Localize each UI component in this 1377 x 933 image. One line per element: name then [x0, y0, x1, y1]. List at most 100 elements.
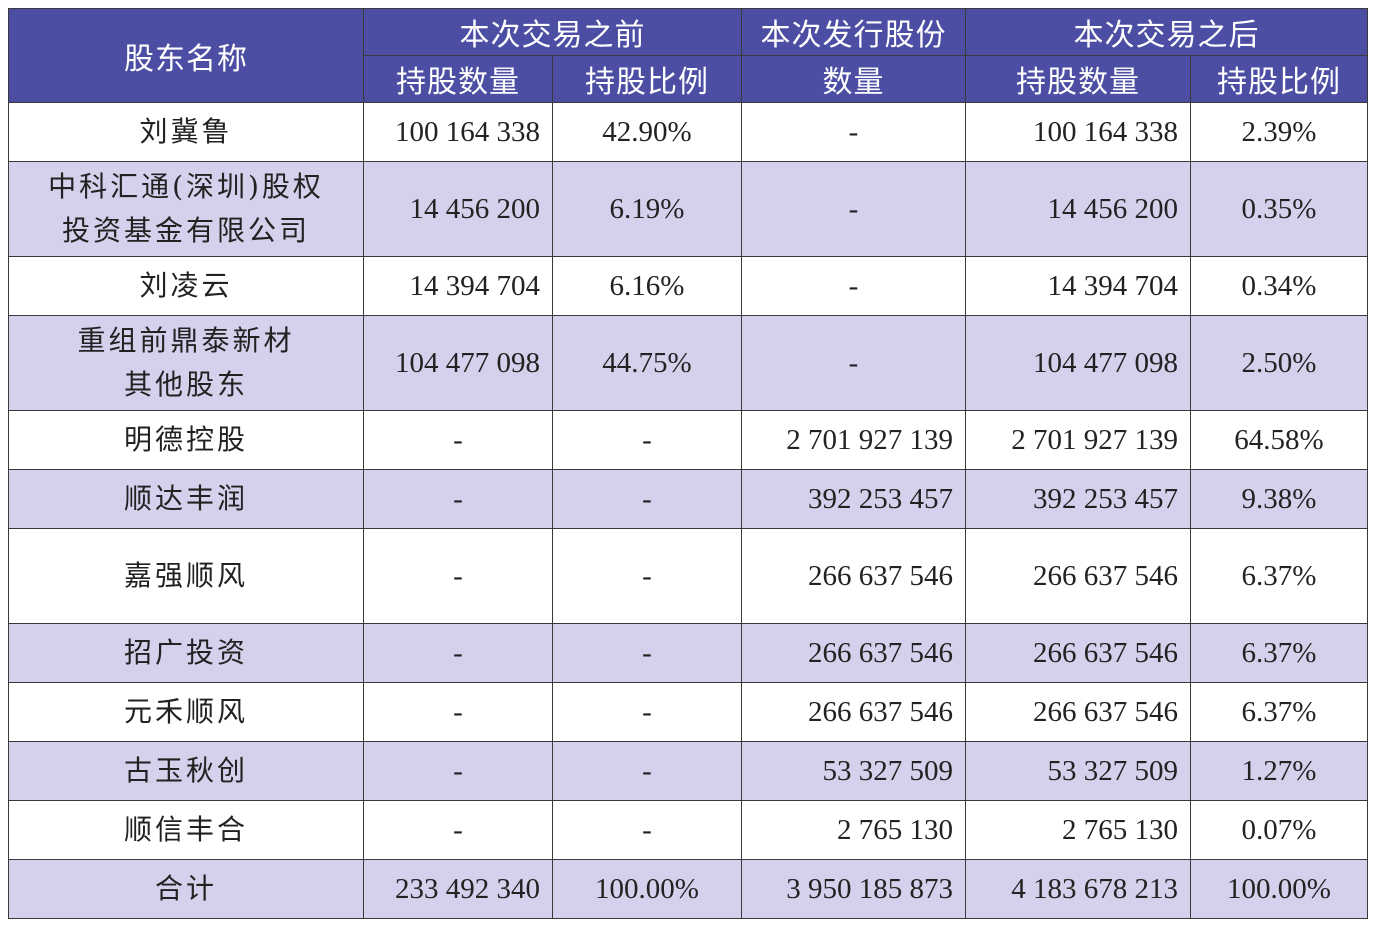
before-qty-cell: 14 394 704 — [363, 256, 553, 316]
shareholder-name-cell: 顺达丰润 — [8, 469, 364, 529]
before-qty-total-cell: 233 492 340 — [363, 859, 553, 919]
after-ratio-cell: 2.39% — [1190, 102, 1368, 162]
table-row: 招广投资 - - 266 637 546 266 637 546 6.37% — [8, 623, 1368, 683]
before-qty-cell: - — [363, 623, 553, 683]
shareholder-name: 明德控股 — [123, 423, 248, 456]
shareholder-name: 顺信丰合 — [123, 813, 248, 846]
issue-qty-cell: 266 637 546 — [741, 623, 966, 683]
issue-qty-total-cell: 3 950 185 873 — [741, 859, 966, 919]
header-before-holding-ratio: 持股比例 — [552, 55, 742, 103]
before-ratio-cell: - — [552, 410, 742, 470]
issue-qty-cell: 266 637 546 — [741, 528, 966, 624]
after-ratio-cell: 0.07% — [1190, 800, 1368, 860]
header-shareholder-name: 股东名称 — [8, 8, 364, 103]
after-qty-cell: 104 477 098 — [965, 315, 1191, 411]
before-ratio-cell: - — [552, 623, 742, 683]
issue-qty-cell: 2 701 927 139 — [741, 410, 966, 470]
after-qty-cell: 100 164 338 — [965, 102, 1191, 162]
after-ratio-cell: 9.38% — [1190, 469, 1368, 529]
shareholder-name-cell: 嘉强顺风 — [8, 528, 364, 624]
after-ratio-total-cell: 100.00% — [1190, 859, 1368, 919]
before-ratio-cell: 6.19% — [552, 161, 742, 257]
before-ratio-cell: - — [552, 682, 742, 742]
table-row: 元禾顺风 - - 266 637 546 266 637 546 6.37% — [8, 682, 1368, 742]
table-body: 刘冀鲁 100 164 338 42.90% - 100 164 338 2.3… — [8, 102, 1368, 919]
issue-qty-cell: - — [741, 102, 966, 162]
table-row: 中科汇通(深圳)股权 投资基金有限公司 14 456 200 6.19% - 1… — [8, 161, 1368, 257]
after-ratio-cell: 64.58% — [1190, 410, 1368, 470]
before-qty-cell: - — [363, 682, 553, 742]
issue-qty-cell: - — [741, 256, 966, 316]
before-qty-cell: 104 477 098 — [363, 315, 553, 411]
issue-qty-cell: - — [741, 315, 966, 411]
before-ratio-cell: - — [552, 741, 742, 801]
table-row: 重组前鼎泰新材 其他股东 104 477 098 44.75% - 104 47… — [8, 315, 1368, 411]
shareholder-name-cell: 元禾顺风 — [8, 682, 364, 742]
before-ratio-cell: - — [552, 528, 742, 624]
shareholder-name-cell: 古玉秋创 — [8, 741, 364, 801]
after-qty-cell: 392 253 457 — [965, 469, 1191, 529]
shareholding-table: 股东名称 本次交易之前 本次发行股份 本次交易之后 持股数量 持股比例 数量 持… — [8, 8, 1368, 919]
shareholder-name: 嘉强顺风 — [123, 559, 248, 592]
before-qty-cell: - — [363, 410, 553, 470]
table-row: 古玉秋创 - - 53 327 509 53 327 509 1.27% — [8, 741, 1368, 801]
total-label-cell: 合计 — [8, 859, 364, 919]
shareholder-name-cell: 刘凌云 — [8, 256, 364, 316]
table-header: 股东名称 本次交易之前 本次发行股份 本次交易之后 持股数量 持股比例 数量 持… — [8, 8, 1368, 103]
before-qty-cell: 14 456 200 — [363, 161, 553, 257]
header-after-holding-ratio: 持股比例 — [1190, 55, 1368, 103]
header-before-transaction: 本次交易之前 — [363, 8, 742, 56]
before-ratio-total-cell: 100.00% — [552, 859, 742, 919]
after-ratio-cell: 6.37% — [1190, 528, 1368, 624]
before-qty-cell: - — [363, 800, 553, 860]
before-ratio-cell: 44.75% — [552, 315, 742, 411]
shareholder-name: 刘冀鲁 — [139, 115, 233, 148]
shareholder-name-cell: 明德控股 — [8, 410, 364, 470]
shareholder-name-cell: 招广投资 — [8, 623, 364, 683]
table-row: 明德控股 - - 2 701 927 139 2 701 927 139 64.… — [8, 410, 1368, 470]
before-qty-cell: 100 164 338 — [363, 102, 553, 162]
issue-qty-cell: 266 637 546 — [741, 682, 966, 742]
after-ratio-cell: 0.34% — [1190, 256, 1368, 316]
shareholder-name-line1: 中科汇通(深圳)股权 — [48, 170, 324, 203]
after-ratio-cell: 6.37% — [1190, 682, 1368, 742]
shareholder-name-line1: 重组前鼎泰新材 — [77, 324, 295, 357]
after-ratio-cell: 6.37% — [1190, 623, 1368, 683]
shareholder-name-cell: 重组前鼎泰新材 其他股东 — [8, 315, 364, 411]
issue-qty-cell: 2 765 130 — [741, 800, 966, 860]
shareholder-name: 招广投资 — [123, 636, 248, 669]
total-label: 合计 — [154, 872, 217, 905]
after-qty-cell: 266 637 546 — [965, 623, 1191, 683]
issue-qty-cell: 392 253 457 — [741, 469, 966, 529]
table-row: 刘冀鲁 100 164 338 42.90% - 100 164 338 2.3… — [8, 102, 1368, 162]
shareholder-name: 顺达丰润 — [123, 482, 248, 515]
before-qty-cell: - — [363, 528, 553, 624]
shareholder-name: 元禾顺风 — [123, 695, 248, 728]
header-before-holding-qty: 持股数量 — [363, 55, 553, 103]
header-after-holding-qty: 持股数量 — [965, 55, 1191, 103]
shareholder-name-line2: 其他股东 — [123, 368, 248, 401]
after-qty-cell: 2 765 130 — [965, 800, 1191, 860]
shareholder-name-cell: 顺信丰合 — [8, 800, 364, 860]
after-qty-total-cell: 4 183 678 213 — [965, 859, 1191, 919]
before-ratio-cell: - — [552, 800, 742, 860]
table-row: 顺信丰合 - - 2 765 130 2 765 130 0.07% — [8, 800, 1368, 860]
issue-qty-cell: 53 327 509 — [741, 741, 966, 801]
table-row: 顺达丰润 - - 392 253 457 392 253 457 9.38% — [8, 469, 1368, 529]
shareholder-name: 刘凌云 — [139, 269, 233, 302]
issue-qty-cell: - — [741, 161, 966, 257]
shareholding-table-container: 股东名称 本次交易之前 本次发行股份 本次交易之后 持股数量 持股比例 数量 持… — [8, 8, 1368, 919]
shareholder-name-cell: 中科汇通(深圳)股权 投资基金有限公司 — [8, 161, 364, 257]
after-qty-cell: 14 456 200 — [965, 161, 1191, 257]
after-qty-cell: 2 701 927 139 — [965, 410, 1191, 470]
after-qty-cell: 266 637 546 — [965, 682, 1191, 742]
table-row: 刘凌云 14 394 704 6.16% - 14 394 704 0.34% — [8, 256, 1368, 316]
shareholder-name-cell: 刘冀鲁 — [8, 102, 364, 162]
table-total-row: 合计 233 492 340 100.00% 3 950 185 873 4 1… — [8, 859, 1368, 919]
shareholder-name-line2: 投资基金有限公司 — [61, 214, 310, 247]
table-row: 嘉强顺风 - - 266 637 546 266 637 546 6.37% — [8, 528, 1368, 624]
after-ratio-cell: 0.35% — [1190, 161, 1368, 257]
shareholder-name: 古玉秋创 — [123, 754, 248, 787]
before-ratio-cell: - — [552, 469, 742, 529]
after-qty-cell: 266 637 546 — [965, 528, 1191, 624]
